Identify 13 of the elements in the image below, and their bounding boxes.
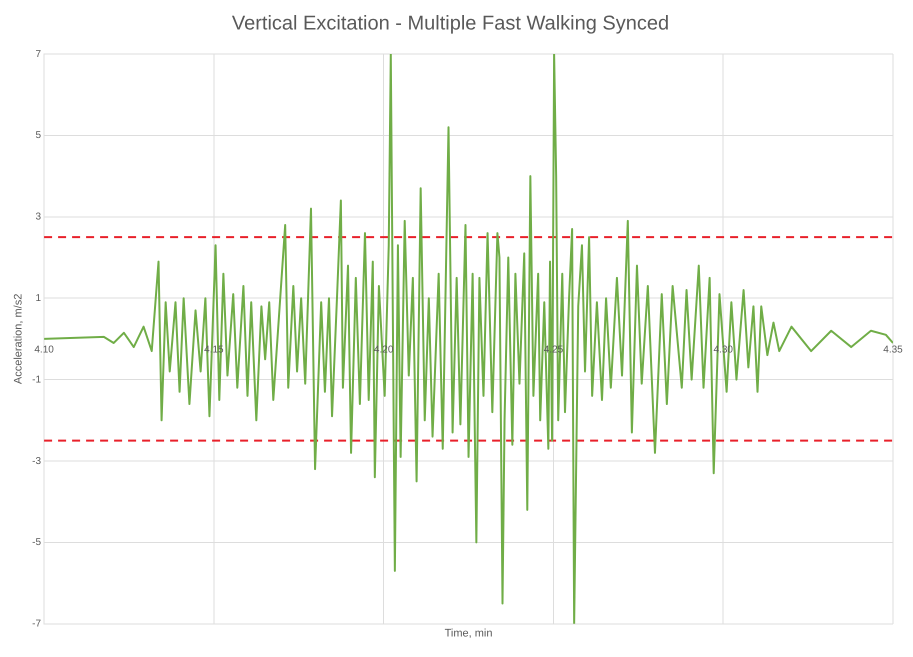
y-tick-label: 1 bbox=[36, 292, 42, 304]
x-tick-label: 4.35 bbox=[883, 344, 904, 356]
y-tick-label: -7 bbox=[32, 618, 42, 630]
x-axis-title: Time, min bbox=[444, 627, 492, 640]
y-tick-label: 5 bbox=[36, 130, 42, 142]
y-tick-label: 7 bbox=[36, 48, 42, 60]
x-tick-label: 4.10 bbox=[34, 344, 54, 356]
y-tick-label: -5 bbox=[32, 537, 42, 548]
y-axis-title: Acceleration, m/s2 bbox=[12, 294, 25, 384]
chart-title: Vertical Excitation - Multiple Fast Walking Synced bbox=[232, 12, 670, 35]
y-tick-label: -3 bbox=[32, 456, 42, 467]
y-tick-label: 3 bbox=[36, 212, 42, 223]
y-tick-label: -1 bbox=[32, 374, 42, 386]
